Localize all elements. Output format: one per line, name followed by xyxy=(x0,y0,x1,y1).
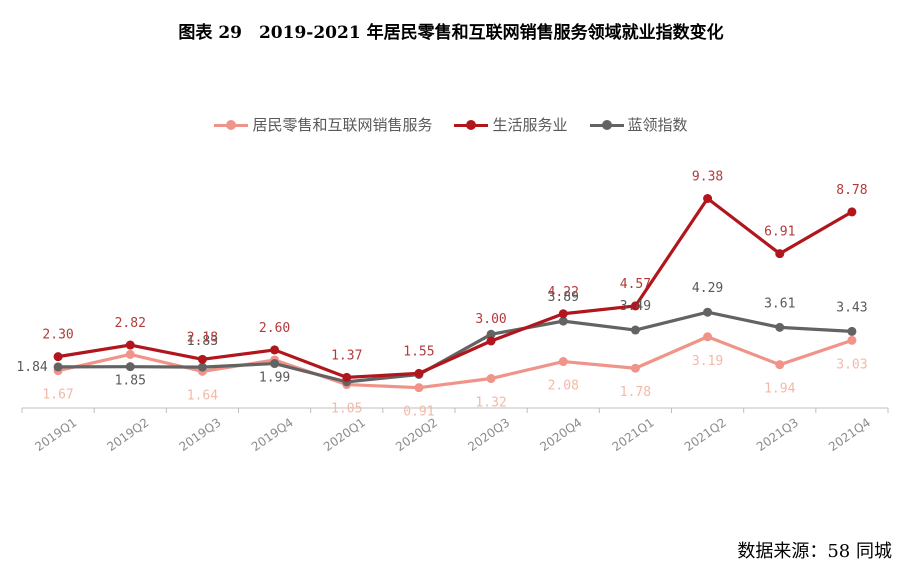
legend-swatch-blue-collar xyxy=(589,118,624,132)
data-point xyxy=(630,363,640,373)
data-label: 1.84 xyxy=(16,360,47,375)
legend-item-life-service: 生活服务业 xyxy=(454,114,568,135)
data-label: 1.99 xyxy=(259,371,290,386)
data-point xyxy=(558,357,568,367)
data-point xyxy=(558,316,568,326)
data-point xyxy=(197,362,207,372)
x-tick-label: 2019Q2 xyxy=(104,415,151,454)
data-point xyxy=(125,349,135,359)
data-point xyxy=(125,362,135,372)
x-tick-label: 2019Q3 xyxy=(177,415,224,454)
x-tick-label: 2021Q2 xyxy=(682,415,729,454)
data-point xyxy=(270,345,280,355)
data-point xyxy=(53,362,63,372)
data-point xyxy=(775,360,785,370)
data-point xyxy=(775,249,785,259)
x-tick-label: 2020Q3 xyxy=(465,415,512,454)
data-label: 1.85 xyxy=(115,374,146,389)
data-label: 3.43 xyxy=(836,300,867,315)
data-label: 6.91 xyxy=(764,225,795,240)
x-tick-label: 2021Q3 xyxy=(754,415,801,454)
data-point xyxy=(847,207,857,217)
data-label: 1.55 xyxy=(403,344,434,359)
data-label: 1.32 xyxy=(475,396,506,411)
data-label: 9.38 xyxy=(692,170,723,185)
data-label: 2.82 xyxy=(115,316,146,331)
data-label: 1.94 xyxy=(764,382,795,397)
legend-swatch-life-service xyxy=(454,118,489,132)
data-label: 2.08 xyxy=(548,379,579,394)
data-label: 3.49 xyxy=(620,299,651,314)
legend-item-blue-collar: 蓝领指数 xyxy=(589,114,688,135)
data-label: 3.61 xyxy=(764,296,795,311)
data-label: 3.89 xyxy=(548,290,579,305)
legend-label-life-service: 生活服务业 xyxy=(492,116,568,134)
x-tick-label: 2019Q1 xyxy=(32,415,79,454)
data-point xyxy=(558,309,568,319)
data-label: 1.83 xyxy=(187,334,218,349)
source-note: 数据来源：58 同城 xyxy=(737,541,892,562)
series-line xyxy=(57,335,853,390)
data-label: 4.57 xyxy=(620,277,651,292)
data-point xyxy=(342,372,352,382)
data-label: 1.67 xyxy=(42,388,73,403)
data-point xyxy=(486,329,496,339)
x-tick-label: 2019Q4 xyxy=(249,415,296,454)
data-label: 1.05 xyxy=(331,402,362,417)
data-point xyxy=(125,340,135,350)
data-point xyxy=(703,332,713,342)
data-point xyxy=(630,325,640,335)
legend: 居民零售和互联网销售服务 生活服务业 蓝领指数 xyxy=(0,114,902,135)
data-point xyxy=(847,326,857,336)
data-point xyxy=(847,335,857,345)
x-tick-label: 2020Q2 xyxy=(393,415,440,454)
data-point xyxy=(775,322,785,332)
x-tick-label: 2020Q4 xyxy=(537,415,584,454)
data-label: 1.37 xyxy=(331,348,362,363)
data-point xyxy=(486,336,496,346)
data-point xyxy=(53,352,63,362)
data-point xyxy=(414,368,424,378)
legend-swatch-retail xyxy=(214,118,249,132)
data-label: 2.30 xyxy=(42,328,73,343)
data-point xyxy=(270,359,280,369)
data-label: 3.03 xyxy=(836,357,867,372)
data-label: 3.19 xyxy=(692,354,723,369)
x-tick-label: 2021Q4 xyxy=(826,415,873,454)
chart-title: 图表 29 2019-2021 年居民零售和互联网销售服务领域就业指数变化 xyxy=(178,23,724,43)
data-label: 3.00 xyxy=(475,312,506,327)
series-line xyxy=(57,196,853,380)
data-label: 1.64 xyxy=(187,388,218,403)
data-point xyxy=(630,301,640,311)
data-point xyxy=(414,383,424,393)
data-label: 4.22 xyxy=(548,285,579,300)
x-tick-label: 2021Q1 xyxy=(610,415,657,454)
data-point xyxy=(703,307,713,317)
data-label: 1.78 xyxy=(620,385,651,400)
x-tick-label: 2020Q1 xyxy=(321,415,368,454)
legend-label-retail: 居民零售和互联网销售服务 xyxy=(252,116,433,134)
data-point xyxy=(197,354,207,364)
data-label: 4.29 xyxy=(692,281,723,296)
legend-item-retail: 居民零售和互联网销售服务 xyxy=(214,114,432,135)
series-line xyxy=(58,310,853,384)
data-label: 2.18 xyxy=(187,330,218,345)
data-label: 2.60 xyxy=(259,321,290,336)
data-label: 8.78 xyxy=(836,183,867,198)
data-label: 0.91 xyxy=(403,405,434,420)
data-point xyxy=(703,194,713,204)
legend-label-blue-collar: 蓝领指数 xyxy=(627,116,688,134)
data-point xyxy=(486,374,496,384)
